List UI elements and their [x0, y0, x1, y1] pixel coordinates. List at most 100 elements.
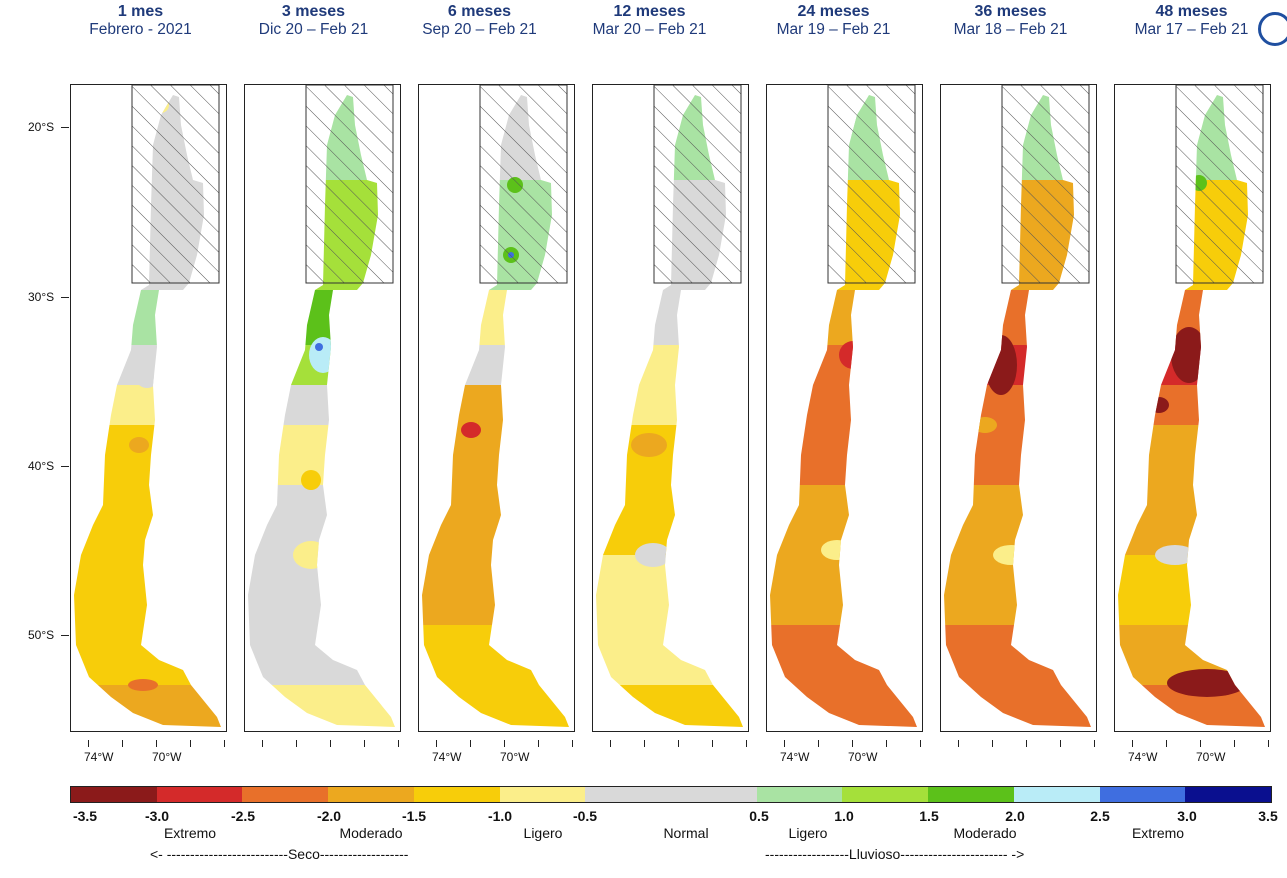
colorbar-swatch — [1099, 787, 1186, 802]
spi-zone — [596, 290, 743, 345]
panel-title: 3 meses — [281, 3, 346, 20]
lon-label: 74°W — [1128, 750, 1158, 764]
panel-subtitle: Dic 20 – Feb 21 — [258, 21, 369, 38]
panel-title: 1 mes — [117, 3, 164, 20]
colorbar-tick-label: -3.5 — [72, 808, 98, 824]
hatched-region — [131, 85, 220, 284]
lon-label: 74°W — [84, 750, 114, 764]
colorbar-swatch — [1013, 787, 1100, 802]
spi-patch — [1149, 397, 1169, 413]
colorbar-tick-label: -0.5 — [572, 808, 598, 824]
colorbar-tick-label: 2.5 — [1090, 808, 1110, 824]
lon-tick — [1132, 740, 1133, 747]
hatched-region — [305, 85, 394, 284]
spi-patch — [315, 343, 323, 351]
spi-zone — [1118, 425, 1265, 485]
colorbar-tick-label: 1.0 — [834, 808, 854, 824]
spi-patch — [1155, 545, 1195, 565]
spi-patch — [985, 335, 1017, 395]
spi-zone — [770, 290, 917, 345]
lon-label: 70°W — [848, 750, 878, 764]
lat-label: 50°S — [28, 628, 55, 642]
colorbar-swatch — [499, 787, 586, 802]
spi-patch — [497, 567, 509, 583]
panel-header-6: 36 meses Mar 18 – Feb 21 — [923, 2, 1098, 39]
spi-zone — [422, 385, 569, 425]
colorbar-class-label: Normal — [663, 825, 709, 841]
spi-patch — [631, 433, 667, 457]
lon-tick — [678, 740, 679, 747]
spi-zone — [248, 290, 395, 345]
colorbar-swatch — [928, 787, 1014, 802]
lon-tick — [644, 740, 645, 747]
spi-zone — [770, 485, 917, 555]
panel-title: 36 meses — [974, 3, 1047, 20]
lon-tick — [746, 740, 747, 747]
colorbar-class-label: Extremo — [163, 825, 217, 841]
lat-tick — [61, 635, 69, 636]
lon-tick — [330, 740, 331, 747]
spi-zone — [1118, 555, 1265, 625]
spi-patch — [839, 341, 867, 369]
lon-tick — [1234, 740, 1235, 747]
spi-zone — [770, 685, 917, 727]
spi-zone — [422, 425, 569, 485]
lon-tick — [920, 740, 921, 747]
lon-tick — [784, 740, 785, 747]
spi-patch — [1171, 327, 1207, 383]
lluvioso-label: ------------------Lluvioso--------------… — [765, 846, 1025, 862]
spi-map-panel-6 — [940, 84, 1097, 732]
colorbar-tick-label: -3.0 — [144, 808, 170, 824]
spi-zone — [74, 385, 221, 425]
spi-zone — [770, 555, 917, 625]
spi-zone — [422, 685, 569, 727]
hatched-region — [1175, 85, 1264, 284]
institution-logo — [1258, 12, 1287, 46]
spi-zone — [74, 485, 221, 555]
spi-map-panel-7 — [1114, 84, 1271, 732]
panel-subtitle: Febrero - 2021 — [89, 21, 192, 38]
colorbar-tick-label: -2.5 — [230, 808, 256, 824]
spi-zone — [596, 555, 743, 625]
lon-tick — [1060, 740, 1061, 747]
spi-zone — [422, 290, 569, 345]
panel-title: 48 meses — [1155, 3, 1228, 20]
colorbar-swatch — [71, 787, 157, 802]
spi-zone — [248, 485, 395, 555]
panel-subtitle: Sep 20 – Feb 21 — [422, 21, 537, 38]
spi-zone — [944, 485, 1091, 555]
colorbar-tick-label: -2.0 — [316, 808, 342, 824]
lon-tick — [818, 740, 819, 747]
spi-zone — [596, 685, 743, 727]
panel-subtitle: Mar 17 – Feb 21 — [1134, 21, 1249, 38]
lat-label: 20°S — [28, 120, 55, 134]
spi-zone — [74, 555, 221, 625]
colorbar-tick-label: 3.5 — [1258, 808, 1278, 824]
spi-patch — [128, 679, 158, 691]
lon-tick — [886, 740, 887, 747]
spi-patch — [309, 337, 337, 373]
panel-header-1: 1 mes Febrero - 2021 — [53, 2, 228, 39]
spi-patch — [635, 543, 671, 567]
spi-zone — [944, 385, 1091, 425]
lon-tick — [1026, 740, 1027, 747]
panel-header-2: 3 meses Dic 20 – Feb 21 — [226, 2, 401, 39]
lon-tick — [436, 740, 437, 747]
spi-zone — [74, 425, 221, 485]
lon-tick — [610, 740, 611, 747]
spi-zone — [770, 385, 917, 425]
spi-zone — [1118, 385, 1265, 425]
lon-tick — [1200, 740, 1201, 747]
lon-tick — [122, 740, 123, 747]
lon-tick — [504, 740, 505, 747]
lon-tick — [470, 740, 471, 747]
spi-zone — [596, 345, 743, 385]
spi-map-panel-2 — [244, 84, 401, 732]
spi-patch — [301, 470, 321, 490]
spi-zone — [770, 425, 917, 485]
spi-zone — [248, 385, 395, 425]
panel-title: 24 meses — [797, 3, 870, 20]
colorbar-tick-label: 2.0 — [1005, 808, 1025, 824]
colorbar-class-label: Moderado — [953, 825, 1017, 841]
panel-header-3: 6 meses Sep 20 – Feb 21 — [392, 2, 567, 39]
